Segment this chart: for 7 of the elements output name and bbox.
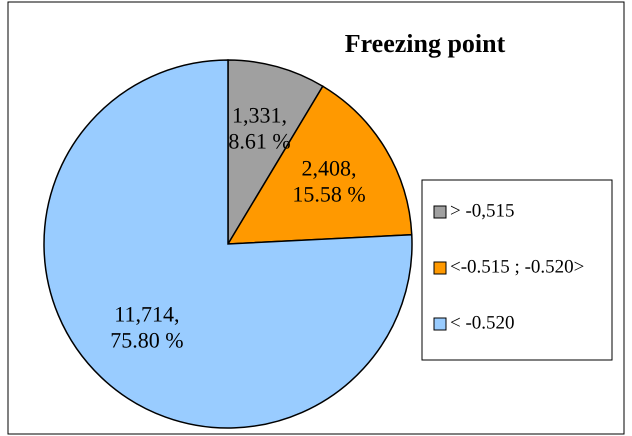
legend-label: <-0.515 ; -0.520> <box>450 256 584 278</box>
pie-slice <box>43 59 413 428</box>
legend-label: < -0.520 <box>450 312 515 334</box>
data-label: 11,714, 75.80 % <box>110 301 184 352</box>
data-label: 2,408, 15.58 % <box>292 155 366 206</box>
legend-label: > -0,515 <box>450 200 515 222</box>
chart-title: Freezing point <box>344 29 506 58</box>
